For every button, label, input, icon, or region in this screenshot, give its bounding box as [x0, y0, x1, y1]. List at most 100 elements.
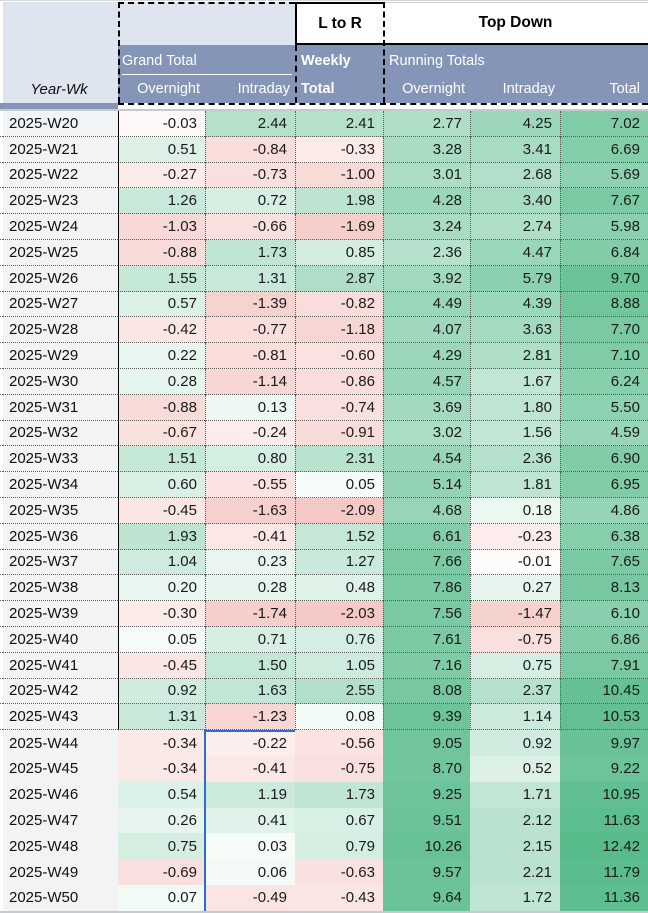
value-cell[interactable]: -0.75 [295, 755, 383, 782]
value-cell[interactable]: 6.90 [560, 446, 648, 473]
value-cell[interactable]: 0.75 [470, 652, 560, 679]
value-cell[interactable]: -0.42 [118, 317, 205, 344]
value-cell[interactable]: -0.43 [295, 884, 383, 911]
value-cell[interactable]: 0.76 [295, 626, 383, 653]
column-header-overnight-grand[interactable]: Overnight [137, 81, 200, 97]
value-cell[interactable]: 3.92 [383, 265, 470, 292]
value-cell[interactable]: 1.55 [118, 265, 205, 292]
value-cell[interactable]: 4.49 [383, 291, 470, 318]
value-cell[interactable]: -0.41 [205, 755, 295, 782]
value-cell[interactable]: -1.03 [118, 214, 205, 240]
value-cell[interactable]: 1.72 [470, 884, 560, 911]
value-cell[interactable]: -0.01 [470, 549, 560, 576]
value-cell[interactable]: 5.79 [470, 265, 560, 292]
value-cell[interactable]: 0.60 [118, 472, 205, 498]
value-cell[interactable]: 1.52 [295, 523, 383, 550]
value-cell[interactable]: 0.57 [118, 291, 205, 318]
week-label-cell[interactable]: 2025-W40 [3, 626, 118, 653]
value-cell[interactable]: -0.45 [118, 497, 205, 524]
value-cell[interactable]: 4.47 [470, 239, 560, 266]
value-cell[interactable]: -0.69 [118, 859, 205, 885]
week-label-cell[interactable]: 2025-W31 [3, 394, 118, 421]
value-cell[interactable]: 2.31 [295, 446, 383, 473]
group-header-grand-total[interactable]: Grand Total [122, 47, 292, 75]
value-cell[interactable]: 0.18 [470, 497, 560, 524]
week-label-cell[interactable]: 2025-W21 [3, 136, 118, 163]
value-cell[interactable]: 3.40 [470, 188, 560, 215]
value-cell[interactable]: 2.36 [470, 446, 560, 473]
value-cell[interactable]: 1.31 [118, 704, 205, 731]
value-cell[interactable]: -1.47 [470, 601, 560, 627]
value-cell[interactable]: 4.57 [383, 368, 470, 395]
value-cell[interactable]: 0.71 [205, 626, 295, 653]
value-cell[interactable]: 0.41 [205, 807, 295, 834]
value-cell[interactable]: 8.70 [383, 755, 470, 782]
week-label-cell[interactable]: 2025-W48 [3, 833, 118, 860]
value-cell[interactable]: -0.56 [295, 730, 383, 756]
value-cell[interactable]: 11.63 [560, 807, 648, 834]
value-cell[interactable]: 6.61 [383, 523, 470, 550]
value-cell[interactable]: 1.67 [470, 368, 560, 395]
value-cell[interactable]: -1.39 [205, 291, 295, 318]
value-cell[interactable]: -2.03 [295, 601, 383, 627]
value-cell[interactable]: 3.28 [383, 136, 470, 163]
value-cell[interactable]: 9.05 [383, 730, 470, 756]
value-cell[interactable]: 7.70 [560, 317, 648, 344]
value-cell[interactable]: 0.51 [118, 136, 205, 163]
value-cell[interactable]: 2.41 [295, 111, 383, 137]
value-cell[interactable]: 0.75 [118, 833, 205, 860]
value-cell[interactable]: 4.39 [470, 291, 560, 318]
value-cell[interactable]: 3.24 [383, 214, 470, 240]
value-cell[interactable]: 0.28 [205, 575, 295, 602]
value-cell[interactable]: -0.66 [205, 214, 295, 240]
value-cell[interactable]: 1.56 [470, 420, 560, 447]
week-label-cell[interactable]: 2025-W45 [3, 755, 118, 782]
value-cell[interactable]: 2.21 [470, 859, 560, 885]
value-cell[interactable]: 0.92 [470, 730, 560, 756]
value-cell[interactable]: -0.23 [470, 523, 560, 550]
value-cell[interactable]: -1.14 [205, 368, 295, 395]
value-cell[interactable]: 7.61 [383, 626, 470, 653]
value-cell[interactable]: 4.68 [383, 497, 470, 524]
value-cell[interactable]: 0.06 [205, 859, 295, 885]
value-cell[interactable]: -0.30 [118, 601, 205, 627]
value-cell[interactable]: -0.91 [295, 420, 383, 447]
value-cell[interactable]: 7.10 [560, 343, 648, 369]
group-header-running-totals[interactable]: Running Totals [389, 53, 485, 69]
value-cell[interactable]: 0.26 [118, 807, 205, 834]
value-cell[interactable]: 4.54 [383, 446, 470, 473]
week-label-cell[interactable]: 2025-W38 [3, 575, 118, 602]
week-label-cell[interactable]: 2025-W25 [3, 239, 118, 266]
value-cell[interactable]: 0.23 [205, 549, 295, 576]
week-label-cell[interactable]: 2025-W27 [3, 291, 118, 318]
value-cell[interactable]: -0.45 [118, 652, 205, 679]
value-cell[interactable]: -0.60 [295, 343, 383, 369]
value-cell[interactable]: -0.67 [118, 420, 205, 447]
value-cell[interactable]: 0.54 [118, 781, 205, 808]
value-cell[interactable]: -0.27 [118, 162, 205, 189]
value-cell[interactable]: -0.75 [470, 626, 560, 653]
value-cell[interactable]: -0.88 [118, 394, 205, 421]
value-cell[interactable]: 9.70 [560, 265, 648, 292]
value-cell[interactable]: 0.28 [118, 368, 205, 395]
value-cell[interactable]: 1.26 [118, 188, 205, 215]
value-cell[interactable]: -0.88 [118, 239, 205, 266]
value-cell[interactable]: -1.69 [295, 214, 383, 240]
value-cell[interactable]: 0.03 [205, 833, 295, 860]
value-cell[interactable]: -0.41 [205, 523, 295, 550]
value-cell[interactable]: 9.39 [383, 704, 470, 731]
column-header-weekly-total[interactable]: Total [301, 81, 335, 97]
value-cell[interactable]: -0.73 [205, 162, 295, 189]
week-label-cell[interactable]: 2025-W50 [3, 884, 118, 911]
value-cell[interactable]: 10.53 [560, 704, 648, 731]
value-cell[interactable]: 2.55 [295, 678, 383, 705]
column-header-intraday-grand[interactable]: Intraday [237, 81, 290, 97]
value-cell[interactable]: -0.34 [118, 730, 205, 756]
header-cell-top-down[interactable]: Top Down [383, 2, 648, 45]
value-cell[interactable]: 0.80 [205, 446, 295, 473]
value-cell[interactable]: 1.93 [118, 523, 205, 550]
value-cell[interactable]: 11.36 [560, 884, 648, 911]
value-cell[interactable]: 6.84 [560, 239, 648, 266]
value-cell[interactable]: 7.56 [383, 601, 470, 627]
value-cell[interactable]: 12.42 [560, 833, 648, 860]
